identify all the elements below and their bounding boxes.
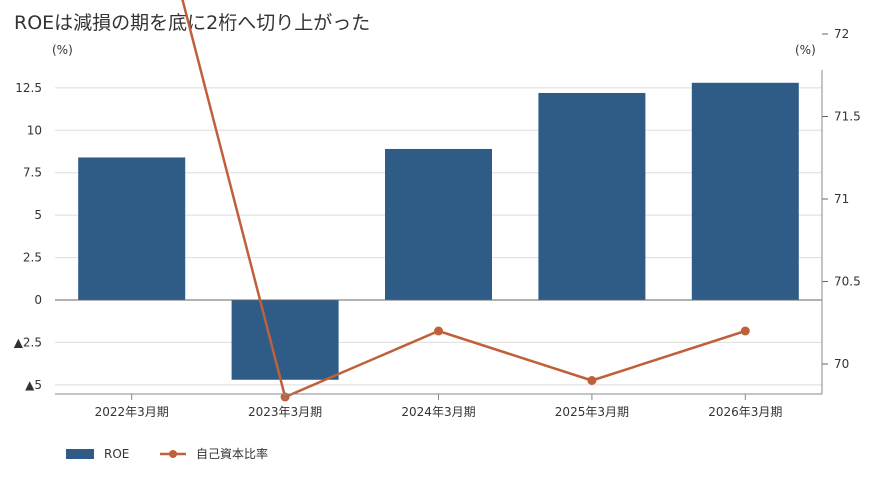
left-axis-ticks: 12.5 10 7.5 5 2.5 0 ▲2.5 ▲5 (14, 81, 42, 392)
chart-title: ROEは減損の期を底に2桁へ切り上がった (14, 12, 371, 34)
x-tick-label: 2022年3月期 (95, 405, 169, 419)
roe-bar (385, 148, 492, 300)
right-tick-label: 70 (834, 357, 849, 371)
roe-bar (691, 82, 799, 300)
x-axis: 2022年3月期 2023年3月期 2024年3月期 2025年3月期 2026年3月期 (55, 393, 822, 419)
left-tick-label: ▲5 (25, 378, 42, 392)
equity-ratio-point (434, 326, 443, 336)
equity-ratio-point (740, 326, 750, 336)
x-tick-label: 2026年3月期 (708, 405, 782, 419)
legend-roe-swatch (66, 449, 94, 459)
equity-ratio-line (181, 0, 750, 402)
left-tick-label: 0 (34, 293, 42, 307)
right-tick-label: 71 (834, 192, 849, 206)
legend: ROE 自己資本比率 (66, 446, 268, 461)
legend-equity-label: 自己資本比率 (196, 446, 268, 461)
roe-bars (78, 82, 799, 380)
left-tick-label: 7.5 (23, 166, 42, 180)
left-tick-label: 12.5 (15, 81, 42, 95)
roe-bar (78, 157, 186, 300)
x-tick-label: 2024年3月期 (401, 405, 475, 419)
right-tick-label: 71.5 (834, 110, 861, 124)
left-tick-label: 10 (27, 123, 42, 137)
roe-bar (538, 92, 646, 300)
x-tick-label: 2023年3月期 (248, 405, 322, 419)
right-tick-label: 72 (834, 27, 849, 41)
left-tick-label: ▲2.5 (14, 335, 42, 349)
left-tick-label: 5 (34, 208, 42, 222)
left-axis-unit: (%) (52, 43, 73, 57)
roe-bar (231, 300, 339, 380)
legend-roe-label: ROE (104, 447, 129, 461)
x-tick-label: 2025年3月期 (555, 405, 629, 419)
right-tick-label: 70.5 (834, 275, 861, 289)
right-axis-unit: (%) (795, 43, 816, 57)
left-tick-label: 2.5 (23, 251, 42, 265)
legend-equity-marker (169, 450, 177, 458)
equity-ratio-point (587, 376, 597, 385)
